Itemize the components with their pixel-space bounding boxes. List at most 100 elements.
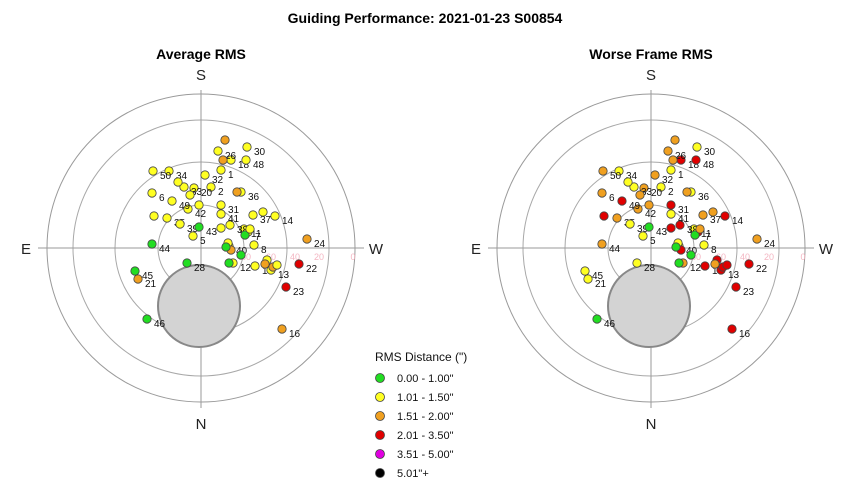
point-label: 7 <box>705 232 711 243</box>
point-label: 44 <box>609 244 621 255</box>
data-point <box>612 213 622 223</box>
point-label: 14 <box>732 216 744 227</box>
data-point <box>598 166 608 176</box>
radial-tick-label: 40 <box>740 252 750 262</box>
radial-tick-label: 80 <box>691 252 701 262</box>
data-point <box>632 258 642 268</box>
point-label: 32 <box>212 175 224 186</box>
legend-label: 1.51 - 2.00" <box>397 411 454 423</box>
data-point <box>189 183 199 193</box>
point-label: 2 <box>218 187 224 198</box>
data-point <box>635 190 645 200</box>
legend-swatch <box>375 392 385 402</box>
radial-tick-label: 0 <box>800 252 805 262</box>
polar-plot-average: Average RMS806040200SNEW1256789101112131… <box>21 46 384 433</box>
point-label: 46 <box>154 319 166 330</box>
radial-tick-label: 40 <box>290 252 300 262</box>
point-label: 34 <box>626 171 638 182</box>
data-point <box>666 200 676 210</box>
data-point <box>194 222 204 232</box>
point-label: 20 <box>651 188 663 199</box>
point-label: 42 <box>195 209 207 220</box>
data-point <box>185 190 195 200</box>
legend-swatch <box>375 430 385 440</box>
data-point <box>638 231 648 241</box>
data-point <box>731 282 741 292</box>
legend-swatch <box>375 411 385 421</box>
point-label: 18 <box>238 160 250 171</box>
data-point <box>200 170 210 180</box>
data-point <box>708 207 718 217</box>
data-point <box>232 187 242 197</box>
data-point <box>260 259 270 269</box>
data-point <box>623 177 633 187</box>
point-label: 16 <box>739 329 751 340</box>
point-label: 37 <box>260 215 272 226</box>
point-label: 24 <box>314 239 326 250</box>
direction-label-top: S <box>196 67 206 84</box>
data-point <box>668 155 678 165</box>
direction-label-left: E <box>21 241 31 258</box>
point-label: 38 <box>687 225 699 236</box>
point-label: 33 <box>641 187 653 198</box>
point-label: 45 <box>142 271 154 282</box>
data-point <box>597 188 607 198</box>
legend-label: 2.01 - 3.50" <box>397 430 454 442</box>
data-point <box>752 234 762 244</box>
data-point <box>597 239 607 249</box>
point-label: 16 <box>289 329 301 340</box>
direction-label-left: E <box>471 241 481 258</box>
data-point <box>663 146 673 156</box>
data-point <box>147 239 157 249</box>
data-point <box>302 234 312 244</box>
polar-plot-worse: Worse Frame RMS806040200SNEW125678910111… <box>471 46 834 433</box>
data-point <box>149 211 159 221</box>
legend-swatch <box>375 373 385 383</box>
point-label: 23 <box>743 287 755 298</box>
plot-subtitle: Worse Frame RMS <box>589 46 712 62</box>
data-point <box>686 250 696 260</box>
direction-label-right: W <box>819 241 834 258</box>
point-label: 11 <box>701 229 712 240</box>
data-point <box>142 314 152 324</box>
point-label: 13 <box>278 270 290 281</box>
point-label: 2 <box>668 187 674 198</box>
point-label: 22 <box>756 264 768 275</box>
point-label: 22 <box>306 264 318 275</box>
data-point <box>592 314 602 324</box>
data-point <box>240 230 250 240</box>
point-label: 20 <box>201 188 213 199</box>
data-point <box>671 242 681 252</box>
point-label: 46 <box>604 319 616 330</box>
data-point <box>700 261 710 271</box>
point-label: 49 <box>179 201 191 212</box>
data-point <box>221 242 231 252</box>
data-point <box>242 142 252 152</box>
data-point <box>639 183 649 193</box>
data-point <box>188 231 198 241</box>
legend-label: 1.01 - 1.50" <box>397 392 454 404</box>
data-point <box>666 223 676 233</box>
data-point <box>241 155 251 165</box>
data-point <box>213 146 223 156</box>
radial-tick-label: 20 <box>764 252 774 262</box>
data-point <box>179 182 189 192</box>
data-point <box>644 200 654 210</box>
point-label: 14 <box>282 216 294 227</box>
point-label: 48 <box>253 160 265 171</box>
point-label: 41 <box>678 214 690 225</box>
point-label: 48 <box>703 160 715 171</box>
data-point <box>245 224 255 234</box>
radial-tick-label: 0 <box>350 252 355 262</box>
data-point <box>625 219 635 229</box>
data-point <box>277 324 287 334</box>
point-label: 45 <box>592 271 604 282</box>
point-label: 31 <box>678 205 690 216</box>
data-point <box>720 211 730 221</box>
direction-label-right: W <box>369 241 384 258</box>
radial-tick-label: 60 <box>716 252 726 262</box>
data-point <box>644 222 654 232</box>
data-point <box>691 155 701 165</box>
point-label: 6 <box>609 193 615 204</box>
point-label: 30 <box>254 147 266 158</box>
